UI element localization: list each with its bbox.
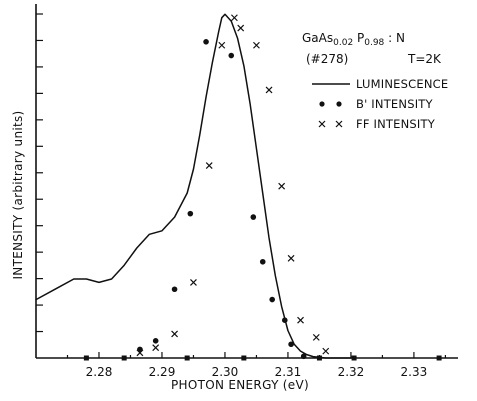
x-tick-label-3: 2.31 <box>275 365 302 379</box>
x-tick-label-0: 2.28 <box>86 365 113 379</box>
bprime-point-1 <box>152 338 159 344</box>
legend-dot-marker-2 <box>336 101 342 107</box>
ff-point-2 <box>171 330 178 338</box>
temperature-label: T=2K <box>407 52 442 66</box>
bprime-point-7 <box>259 258 266 265</box>
bprime-point-2 <box>171 286 178 293</box>
x-axis-label: PHOTON ENERGY (eV) <box>171 378 309 392</box>
baseline-marker-2 <box>184 355 190 361</box>
bprime-point-11 <box>300 353 307 360</box>
ff-point-10 <box>278 182 286 190</box>
axis-ticks: 2.28 2.29 2.30 2.31 2.32 2.33 <box>36 13 447 379</box>
bprime-point-8 <box>269 296 275 303</box>
ff-point-4 <box>205 162 213 169</box>
sample-formula: GaAs0.02 P0.98 : N <box>302 31 405 48</box>
axes <box>35 4 458 359</box>
legend-bprime-label: B' INTENSITY <box>356 97 434 111</box>
ff-point-14 <box>322 347 330 355</box>
y-axis-label: INTENSITY (arbitrary units) <box>11 110 25 279</box>
ff-point-8 <box>253 41 260 49</box>
x-tick-label-4: 2.32 <box>338 365 365 379</box>
ff-point-9 <box>265 86 273 94</box>
bprime-point-5 <box>228 52 235 59</box>
luminescence-curve <box>35 13 352 359</box>
baseline-marker-3 <box>241 355 247 361</box>
legend-ff-label: FF INTENSITY <box>356 117 436 131</box>
ff-point-13 <box>312 333 320 341</box>
ff-point-0 <box>136 349 144 357</box>
baseline-marker-1 <box>121 355 127 361</box>
baseline-marker-0 <box>83 355 89 361</box>
baseline-marker-6 <box>436 355 442 361</box>
x-tick-label-5: 2.33 <box>401 365 428 379</box>
x-tick-label-2: 2.30 <box>212 365 239 379</box>
ff-point-11 <box>287 254 295 262</box>
plot-area <box>35 13 442 361</box>
ff-point-1 <box>152 344 160 352</box>
baseline-marker-4 <box>316 355 322 361</box>
legend-luminescence-label: LUMINESCENCE <box>356 77 448 91</box>
sample-id: (#278) <box>306 52 348 66</box>
legend-cross-marker-1 <box>318 120 326 128</box>
bprime-point-6 <box>250 214 257 220</box>
legend: GaAs0.02 P0.98 : N (#278) T=2K LUMINESCE… <box>302 31 448 131</box>
bprime-point-3 <box>187 210 194 217</box>
bprime-point-10 <box>288 341 294 348</box>
bprime-point-4 <box>203 39 209 45</box>
legend-dot-marker-1 <box>319 101 325 107</box>
ff-point-12 <box>297 316 304 324</box>
ff-point-7 <box>237 24 245 32</box>
ff-point-5 <box>218 41 226 49</box>
legend-cross-marker-2 <box>335 120 343 128</box>
baseline-marker-5 <box>351 355 357 361</box>
bprime-point-9 <box>281 317 288 323</box>
ff-point-3 <box>190 278 197 286</box>
x-tick-label-1: 2.29 <box>149 365 176 379</box>
ff-point-6 <box>230 14 238 22</box>
